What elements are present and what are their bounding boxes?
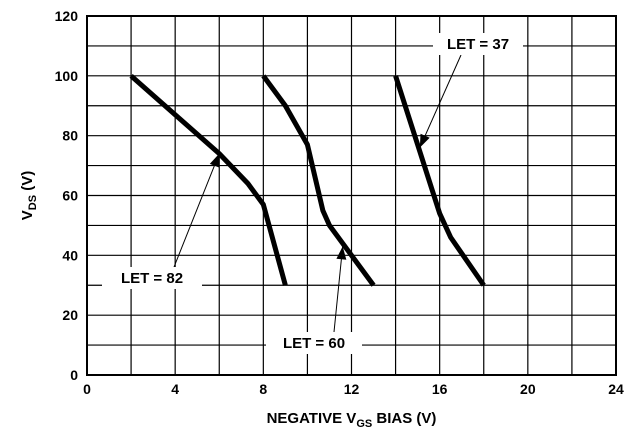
series-line-3: [393, 75, 486, 287]
y-tick-label: 60: [62, 188, 78, 204]
x-tick-label: 16: [432, 381, 448, 397]
grid-lines: [86, 15, 617, 376]
y-tick-label: 100: [55, 68, 79, 84]
annotation-leader: [333, 246, 344, 333]
y-tick-label: 0: [70, 367, 78, 383]
x-tick-label: 0: [83, 381, 91, 397]
y-tick-label: 20: [62, 307, 78, 323]
y-tick-label: 40: [62, 247, 78, 263]
series-line-1: [129, 73, 288, 286]
x-axis-title: NEGATIVE VGS BIAS (V): [267, 410, 437, 430]
y-axis-title: VDS (V): [19, 171, 39, 220]
annotation-box: [266, 332, 362, 354]
annotation-leader: [173, 153, 220, 268]
x-tick-label: 4: [171, 381, 179, 397]
annotation-arrowhead: [419, 133, 430, 148]
x-tick-label: 8: [259, 381, 267, 397]
x-tick-labels: 0 4 8 12 16 20 24: [83, 381, 624, 397]
x-tick-label: 12: [344, 381, 360, 397]
annotation-arrowhead: [336, 246, 347, 260]
series-group: [129, 73, 486, 287]
y-tick-label: 120: [55, 8, 79, 24]
annotation-label: LET = 60: [283, 335, 345, 352]
x-tick-label: 20: [520, 381, 536, 397]
annotations: LET = 82 LET = 60 LET = 37: [102, 33, 523, 354]
series-line-2: [261, 74, 376, 287]
annotation-leader: [419, 54, 462, 148]
annotation-box: [102, 267, 202, 289]
y-tick-label: 80: [62, 128, 78, 144]
annotation-arrowhead: [209, 153, 220, 168]
annotation-label: LET = 82: [121, 270, 183, 287]
annotation-label: LET = 37: [447, 36, 509, 53]
x-tick-label: 24: [608, 381, 624, 397]
annotation-box: [433, 33, 523, 55]
y-tick-labels: 0 20 40 60 80 100 120: [55, 8, 79, 383]
plot-area-frame: [86, 15, 617, 376]
